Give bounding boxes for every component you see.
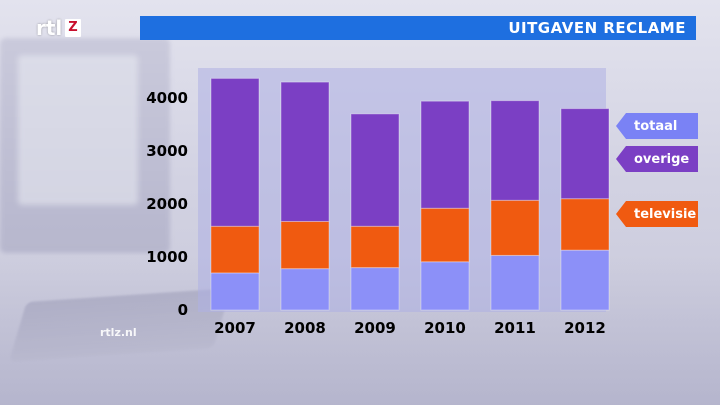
y-tick-label: 2000 <box>146 195 188 213</box>
legend-totaal-label: totaal <box>634 118 678 134</box>
legend-televisie-label: televisie <box>634 206 697 222</box>
legend-overige-label: overige <box>634 151 690 167</box>
bar-overige-2012 <box>560 108 610 200</box>
bar-overige-2009 <box>350 113 400 227</box>
x-category-label: 2010 <box>424 319 466 337</box>
bar-overige-2008 <box>280 81 330 222</box>
x-category-label: 2011 <box>494 319 536 337</box>
x-category-label: 2007 <box>214 319 256 337</box>
x-category-label: 2009 <box>354 319 396 337</box>
bar-televisie-2010 <box>420 207 470 263</box>
legend-totaal: totaal <box>616 113 698 139</box>
chart-title: UITGAVEN RECLAME <box>508 19 686 37</box>
bar-base-2009 <box>350 267 400 311</box>
bar-televisie-2009 <box>350 225 400 269</box>
bar-televisie-2007 <box>210 225 260 274</box>
channel-logo: rtl Z <box>36 16 81 40</box>
y-tick-label: 1000 <box>146 248 188 266</box>
title-bar: UITGAVEN RECLAME <box>140 16 696 40</box>
legend-televisie: televisie <box>616 201 698 227</box>
bar-base-2011 <box>490 254 540 311</box>
bar-base-2012 <box>560 249 610 311</box>
x-category-label: 2008 <box>284 319 326 337</box>
watermark: rtlz.nl <box>100 326 137 339</box>
y-tick-label: 0 <box>178 301 188 319</box>
bar-base-2007 <box>210 272 260 311</box>
legend-overige: overige <box>616 146 698 172</box>
bar-base-2008 <box>280 268 330 311</box>
logo-brand: rtl <box>36 16 63 40</box>
bar-overige-2011 <box>490 100 540 201</box>
y-tick-label: 4000 <box>146 89 188 107</box>
x-category-label: 2012 <box>564 319 606 337</box>
bar-televisie-2011 <box>490 199 540 256</box>
logo-tag: Z <box>65 19 81 37</box>
y-tick-label: 3000 <box>146 142 188 160</box>
bar-televisie-2008 <box>280 220 330 270</box>
background-screen <box>18 55 138 205</box>
bar-overige-2010 <box>420 100 470 209</box>
bar-base-2010 <box>420 261 470 311</box>
bar-overige-2007 <box>210 77 260 227</box>
bar-televisie-2012 <box>560 198 610 251</box>
